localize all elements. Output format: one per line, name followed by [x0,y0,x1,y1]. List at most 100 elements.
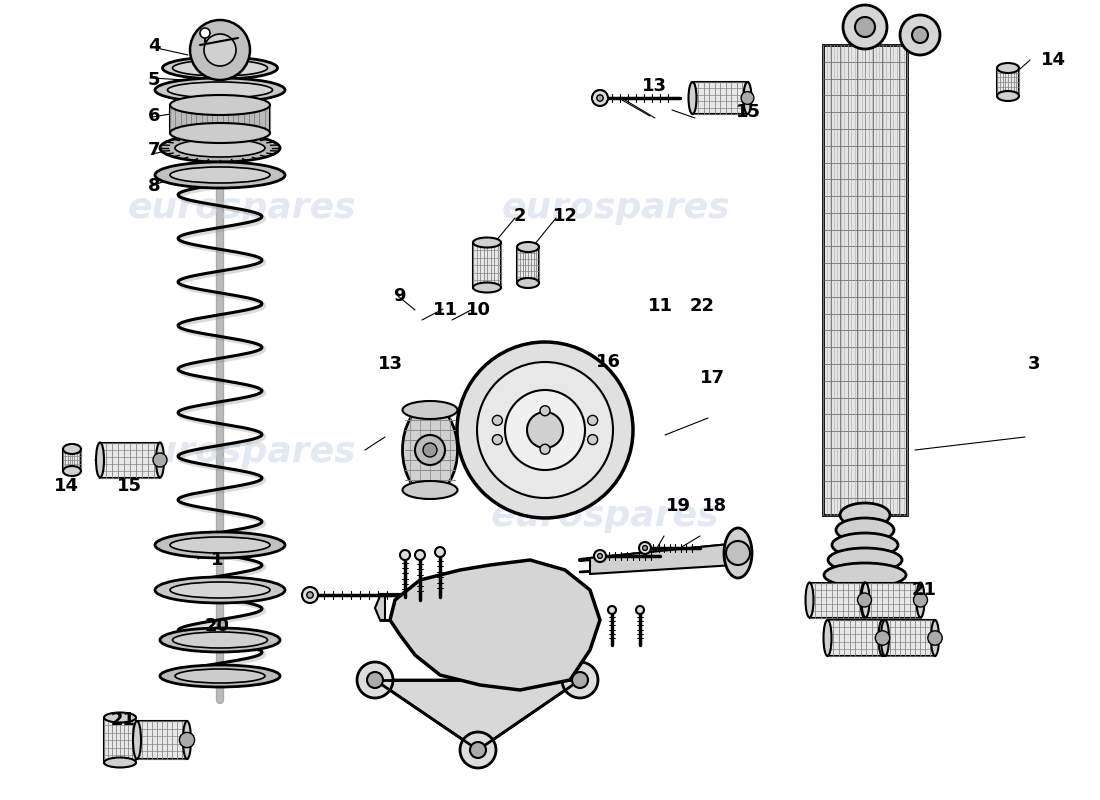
Bar [473,242,500,287]
Circle shape [726,541,750,565]
Ellipse shape [167,82,273,98]
Text: 21: 21 [111,711,135,729]
Ellipse shape [170,537,270,553]
Text: eurospares: eurospares [128,191,356,225]
Circle shape [179,733,195,747]
Ellipse shape [170,95,270,115]
Bar [823,45,907,515]
Circle shape [204,34,236,66]
Circle shape [636,606,644,614]
Ellipse shape [163,57,277,79]
Polygon shape [390,560,600,690]
Circle shape [608,606,616,614]
Text: 14: 14 [54,478,78,495]
Ellipse shape [156,442,164,478]
Text: 11: 11 [648,297,672,314]
Ellipse shape [881,620,889,656]
Circle shape [572,672,588,688]
Text: 4: 4 [147,38,161,55]
Ellipse shape [517,242,539,252]
Circle shape [642,546,648,550]
Ellipse shape [473,282,500,293]
Circle shape [434,547,446,557]
Circle shape [540,444,550,454]
Circle shape [400,550,410,560]
Circle shape [190,20,250,80]
Text: 7: 7 [147,142,161,159]
Circle shape [876,630,890,645]
Circle shape [456,342,632,518]
Ellipse shape [832,533,898,557]
Ellipse shape [824,620,832,656]
Text: eurospares: eurospares [128,435,356,469]
Ellipse shape [403,481,458,499]
Circle shape [858,593,871,607]
Circle shape [493,434,503,445]
Ellipse shape [170,582,270,598]
Ellipse shape [744,82,751,114]
Circle shape [460,732,496,768]
Text: 10: 10 [466,301,491,318]
Circle shape [415,435,446,465]
Ellipse shape [63,444,81,454]
Circle shape [302,587,318,603]
Text: 22: 22 [690,297,714,314]
Ellipse shape [403,405,458,495]
Text: 13: 13 [642,77,667,94]
Ellipse shape [931,620,939,656]
Circle shape [587,415,597,426]
Bar [886,620,935,656]
Ellipse shape [133,721,141,759]
Circle shape [493,415,503,426]
Ellipse shape [916,582,924,618]
Bar [866,582,921,618]
Ellipse shape [155,532,285,558]
Bar [810,582,865,618]
Circle shape [527,412,563,448]
Bar [693,82,748,114]
Ellipse shape [724,528,752,578]
Circle shape [912,27,928,43]
Circle shape [415,550,425,560]
Text: 11: 11 [433,301,458,318]
Polygon shape [590,543,740,574]
Bar [170,105,270,133]
Bar [827,620,882,656]
Text: 13: 13 [378,355,403,373]
Circle shape [597,554,603,558]
Circle shape [587,434,597,445]
Ellipse shape [63,466,81,476]
Bar [517,247,539,283]
Ellipse shape [879,620,887,656]
Text: 9: 9 [393,287,406,305]
Circle shape [592,90,608,106]
Ellipse shape [689,82,696,114]
Circle shape [477,362,613,498]
Circle shape [597,94,603,102]
Circle shape [855,17,875,37]
Ellipse shape [997,91,1019,101]
Circle shape [307,592,314,598]
Ellipse shape [175,669,265,683]
Ellipse shape [170,123,270,143]
Ellipse shape [104,758,136,767]
Ellipse shape [517,278,539,288]
Bar [63,449,81,471]
Circle shape [424,443,437,457]
Circle shape [843,5,887,49]
Circle shape [470,742,486,758]
Text: 8: 8 [147,177,161,194]
Text: 16: 16 [596,353,620,370]
Circle shape [200,28,210,38]
Ellipse shape [173,60,267,76]
Ellipse shape [861,582,869,618]
Ellipse shape [155,78,285,102]
Bar [997,68,1019,96]
Text: 6: 6 [147,107,161,125]
Polygon shape [375,680,580,750]
Text: 3: 3 [1027,355,1041,373]
Ellipse shape [805,582,814,618]
Text: 18: 18 [703,497,727,514]
Text: 17: 17 [701,370,725,387]
Bar [100,442,160,478]
